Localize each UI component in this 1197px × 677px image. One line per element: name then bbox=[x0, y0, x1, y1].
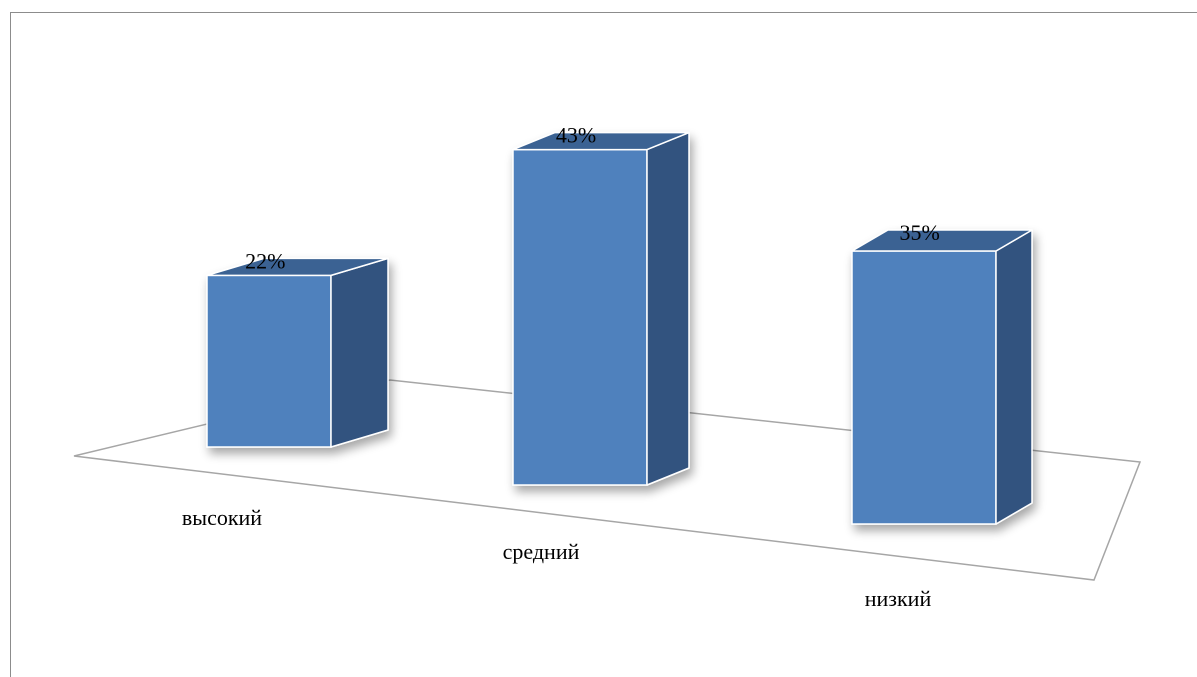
value-label-0: 22% bbox=[245, 248, 285, 273]
bar-front-2 bbox=[851, 250, 997, 525]
bar-2 bbox=[851, 229, 1033, 525]
bar-side-2 bbox=[995, 229, 1033, 525]
category-label-1: средний bbox=[503, 539, 580, 564]
value-label-1: 43% bbox=[556, 123, 596, 148]
bar-side-0 bbox=[330, 257, 389, 448]
bar-front-0 bbox=[206, 274, 332, 448]
category-label-0: высокий bbox=[182, 505, 262, 530]
bar-front-1 bbox=[512, 148, 648, 486]
bar-top-0 bbox=[206, 257, 389, 277]
bar-top-2 bbox=[851, 229, 1033, 252]
chart-frame bbox=[10, 12, 1197, 677]
bar-top-1 bbox=[512, 131, 690, 151]
bar-side-1 bbox=[646, 131, 690, 486]
value-label-2: 35% bbox=[900, 220, 940, 245]
bar-1 bbox=[512, 131, 690, 486]
category-label-2: низкий bbox=[865, 586, 932, 611]
bar-0 bbox=[206, 257, 389, 448]
